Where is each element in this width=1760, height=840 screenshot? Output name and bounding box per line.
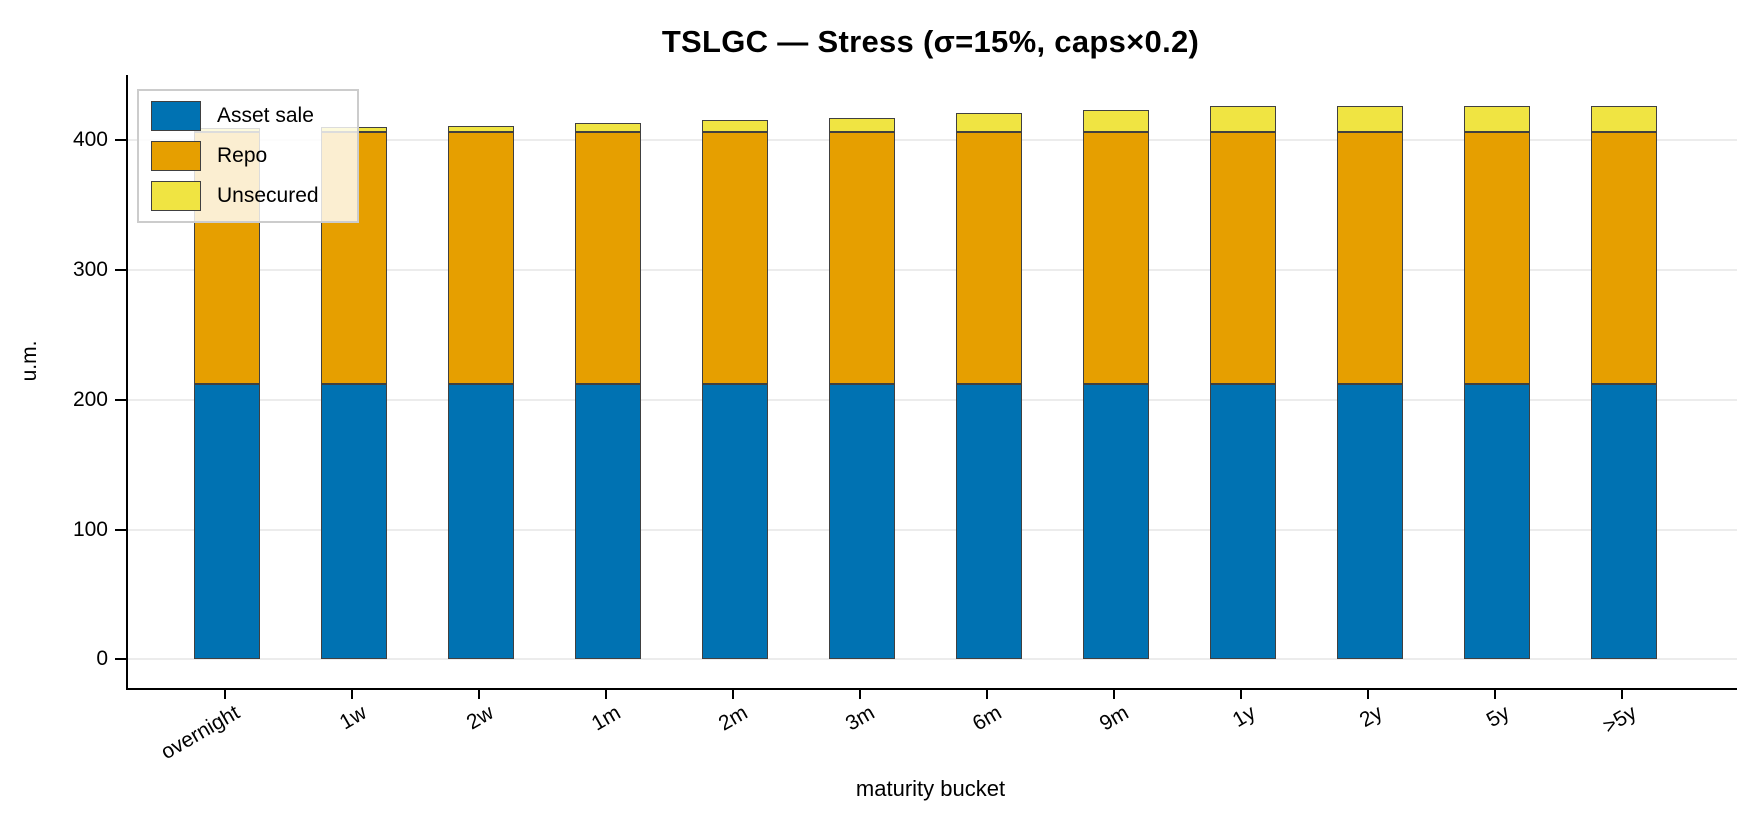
legend-label-unsecured: Unsecured	[217, 184, 319, 207]
x-tick-label-9m: 9m	[1095, 701, 1133, 736]
x-tick-6m	[986, 688, 988, 699]
x-tick-label-2y: 2y	[1355, 701, 1387, 733]
bar-segment-repo	[448, 132, 514, 385]
bar-segment-unsecured	[575, 123, 641, 133]
legend-label-asset-sale: Asset sale	[217, 104, 314, 127]
bar-segment-unsecured	[829, 117, 895, 133]
bar-segment-asset-sale	[575, 384, 641, 660]
x-tick-9m	[1113, 688, 1115, 699]
x-tick-label-2m: 2m	[714, 701, 752, 736]
bar-segment-repo	[956, 132, 1022, 385]
bar-segment-asset-sale	[1464, 384, 1530, 660]
gridline-y-100	[128, 528, 1737, 531]
x-tick--5y	[1621, 688, 1623, 699]
x-tick-2y	[1367, 688, 1369, 699]
x-tick-1m	[605, 688, 607, 699]
gridline-y-400	[128, 138, 1737, 141]
bar-segment-unsecured	[1591, 106, 1657, 133]
bar-segment-repo	[1083, 132, 1149, 385]
x-tick-overnight	[224, 688, 226, 699]
bar-segment-repo	[1337, 132, 1403, 385]
bar-segment-unsecured	[1464, 106, 1530, 133]
y-tick-100	[115, 528, 126, 531]
legend-item-repo: Repo	[151, 141, 319, 171]
plot-area	[126, 75, 1737, 690]
y-tick-label-100: 100	[72, 517, 108, 541]
bar-segment-unsecured	[702, 120, 768, 133]
x-tick-1w	[351, 688, 353, 699]
x-tick-label-2w: 2w	[462, 701, 498, 735]
x-tick-label-overnight: overnight	[157, 701, 244, 765]
legend-swatch-asset-sale	[151, 101, 201, 131]
x-tick-label-1y: 1y	[1228, 701, 1260, 733]
bar-segment-repo	[1210, 132, 1276, 385]
y-tick-label-400: 400	[72, 127, 108, 151]
x-tick-label-1m: 1m	[587, 701, 625, 736]
bar-segment-unsecured	[1083, 110, 1149, 133]
bar-segment-repo	[575, 132, 641, 385]
chart-title: TSLGC — Stress (σ=15%, caps×0.2)	[661, 24, 1200, 59]
bar-segment-unsecured	[1337, 106, 1403, 133]
bar-segment-asset-sale	[321, 384, 387, 660]
x-tick-2w	[478, 688, 480, 699]
legend-swatch-unsecured	[151, 181, 201, 211]
legend-label-repo: Repo	[217, 144, 268, 167]
bar-segment-asset-sale	[829, 384, 895, 660]
y-tick-label-200: 200	[72, 387, 108, 411]
y-tick-300	[115, 268, 126, 271]
x-tick-3m	[859, 688, 861, 699]
x-axis-label: maturity bucket	[855, 776, 1006, 801]
legend-swatch-repo	[151, 141, 201, 171]
x-tick-label--5y: >5y	[1599, 701, 1641, 739]
x-tick-label-3m: 3m	[841, 701, 879, 736]
bar-segment-repo	[829, 132, 895, 385]
gridline-y-300	[128, 268, 1737, 271]
bar-segment-unsecured	[1210, 106, 1276, 133]
legend-box: Asset sale Repo Unsecured	[137, 89, 359, 223]
bar-segment-asset-sale	[1591, 384, 1657, 660]
y-tick-400	[115, 138, 126, 141]
x-tick-label-1w: 1w	[335, 701, 371, 735]
bar-segment-repo	[1464, 132, 1530, 385]
bar-segment-unsecured	[448, 125, 514, 133]
y-axis-label: u.m.	[18, 340, 41, 382]
y-tick-label-300: 300	[72, 257, 108, 281]
gridline-y-200	[128, 398, 1737, 401]
bar-segment-asset-sale	[1210, 384, 1276, 660]
gridline-y-0	[128, 658, 1737, 661]
bar-segment-asset-sale	[448, 384, 514, 660]
x-tick-5y	[1494, 688, 1496, 699]
y-tick-0	[115, 658, 126, 661]
legend-item-asset-sale: Asset sale	[151, 101, 319, 131]
y-tick-label-0: 0	[96, 647, 108, 671]
x-tick-label-6m: 6m	[968, 701, 1006, 736]
bar-segment-asset-sale	[1083, 384, 1149, 660]
y-tick-200	[115, 398, 126, 401]
bar-segment-asset-sale	[194, 384, 260, 660]
bar-segment-repo	[1591, 132, 1657, 385]
bar-segment-asset-sale	[1337, 384, 1403, 660]
bar-segment-asset-sale	[956, 384, 1022, 660]
bar-segment-asset-sale	[702, 384, 768, 660]
x-tick-1y	[1240, 688, 1242, 699]
bar-segment-repo	[702, 132, 768, 385]
bar-segment-unsecured	[956, 112, 1022, 133]
legend-item-unsecured: Unsecured	[151, 181, 319, 211]
x-tick-label-5y: 5y	[1482, 701, 1514, 733]
x-tick-2m	[732, 688, 734, 699]
